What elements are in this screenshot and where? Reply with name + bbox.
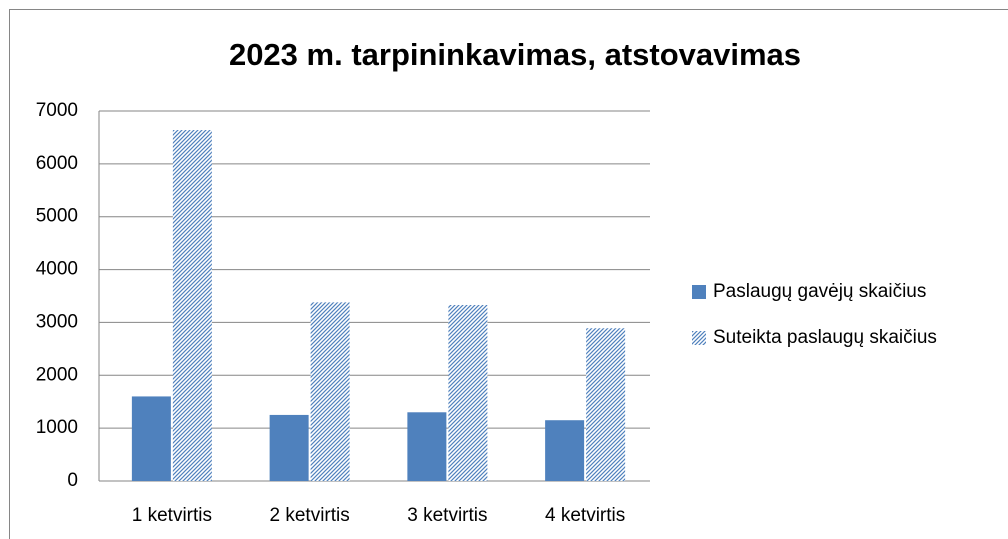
- legend-swatch: [692, 285, 706, 299]
- y-tick-label: 3000: [36, 311, 78, 332]
- legend-label: Suteikta paslaugų skaičius: [713, 327, 937, 348]
- bar: [407, 412, 447, 481]
- x-tick-label: 3 ketvirtis: [407, 505, 487, 526]
- x-tick-label: 4 ketvirtis: [545, 505, 625, 526]
- y-tick-label: 6000: [36, 153, 78, 174]
- bar: [586, 328, 626, 481]
- chart-frame: [9, 9, 1008, 539]
- y-tick-label: 5000: [36, 206, 78, 227]
- bar: [545, 420, 585, 481]
- x-tick-label: 2 ketvirtis: [270, 505, 350, 526]
- legend-label: Paslaugų gavėjų skaičius: [713, 281, 926, 302]
- bar: [269, 414, 309, 481]
- y-tick-label: 1000: [36, 417, 78, 438]
- x-tick-label: 1 ketvirtis: [132, 505, 212, 526]
- bar: [310, 302, 350, 481]
- y-tick-label: 2000: [36, 364, 78, 385]
- legend-swatch: [692, 331, 706, 345]
- chart-title: 2023 m. tarpininkavimas, atstovavimas: [229, 37, 801, 72]
- bar: [131, 396, 171, 481]
- bar: [172, 130, 212, 481]
- y-tick-label: 7000: [36, 100, 78, 121]
- y-tick-label: 4000: [36, 259, 78, 280]
- y-tick-label: 0: [67, 470, 78, 491]
- bar: [448, 304, 488, 481]
